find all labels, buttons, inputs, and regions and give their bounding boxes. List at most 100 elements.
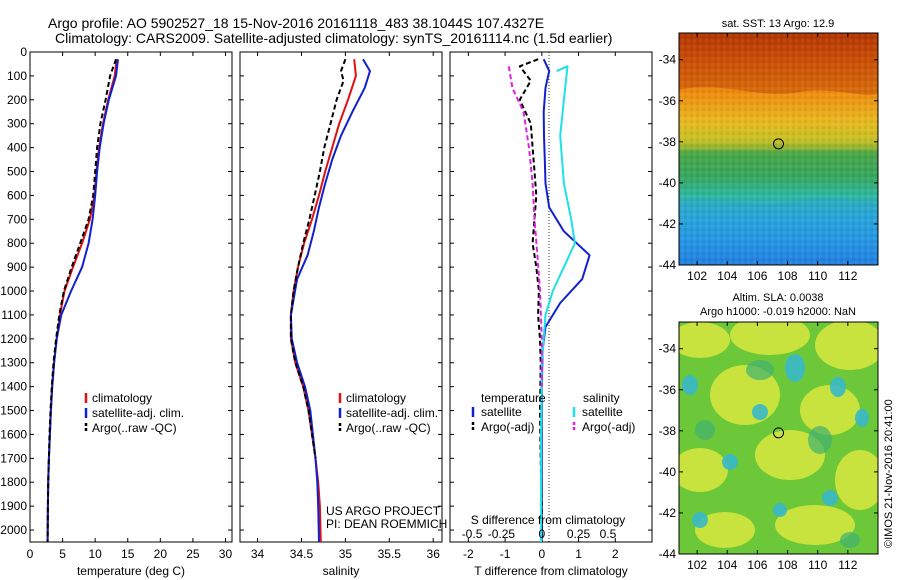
sla-anomaly-features [679, 322, 878, 548]
temperature-axes-box [29, 51, 233, 543]
figure-title-line1: Argo profile: AO 5902527_18 15-Nov-2016 … [48, 15, 544, 31]
depth-axis: 0 100 200 300 400 500 600 700 800 900 1000 1100 1200… [0, 45, 232, 537]
x-tick-label: 0 [538, 547, 545, 561]
depth-tick-label: 2000 [0, 523, 27, 537]
depth-tick-label: 200 [7, 93, 27, 107]
map-lat-label: -34 [659, 53, 677, 67]
map-lon-label: 106 [747, 558, 767, 572]
depth-tick-label: 1300 [0, 356, 27, 370]
map-lat-label: -40 [659, 465, 677, 479]
map-lon-label: 104 [717, 558, 737, 572]
map-lat-label: -44 [659, 258, 677, 272]
map-lat-label: -42 [659, 217, 677, 231]
depth-tick-label: 800 [7, 236, 27, 250]
difference-legend: temperature salinitysatelliteArgo(-adj)sa… [471, 391, 635, 434]
x-tick-label: 5 [59, 547, 66, 561]
legend-label: satellite-adj. clim. [346, 406, 438, 420]
legend-label: satellite [582, 405, 623, 419]
depth-tick-label: 1200 [0, 332, 27, 346]
sla-mid-anomaly [746, 360, 774, 380]
argo-location-marker-sla [773, 427, 784, 439]
x-tick-label: 36 [427, 547, 441, 561]
series-line-argo-adj [507, 66, 543, 387]
legend-label: Argo(..raw -QC) [92, 421, 177, 435]
salinity-difference-tick-label: 0.25 [567, 527, 591, 541]
depth-tick-label: 1600 [0, 427, 27, 441]
difference-axes-box [449, 51, 653, 543]
x-tick-label: 30 [219, 547, 233, 561]
sla-high-anomaly [835, 450, 878, 510]
sla-low-anomaly [722, 454, 738, 470]
credit-line1: US ARGO PROJECT [326, 504, 441, 518]
salinity-series [289, 58, 371, 542]
legend-label: satellite-adj. clim. [92, 406, 184, 420]
series-line-argo-raw-qc [289, 58, 347, 459]
difference-depth-ticks [450, 51, 652, 531]
sla-low-anomaly [752, 404, 768, 420]
salinity-axes-box [239, 51, 443, 543]
sla-low-anomaly [682, 375, 698, 395]
series-line-satellite-adj-clim [289, 58, 371, 542]
depth-tick-label: 100 [7, 69, 27, 83]
map-lon-label: 110 [808, 269, 827, 283]
sla-low-anomaly [822, 490, 838, 506]
difference-series [507, 58, 591, 542]
sla-low-anomaly [830, 377, 846, 397]
sla-low-anomaly [692, 512, 708, 528]
x-tick-label: 35.5 [378, 547, 402, 561]
depth-tick-label: 1800 [0, 475, 27, 489]
salinity-difference-tick-label: -0.25 [488, 527, 516, 541]
salinity-panel: 34 34.5 35 35.5 36 salinity climatologysatel… [239, 51, 447, 578]
map-lon-label: 112 [838, 558, 857, 572]
legend-label: satellite [481, 405, 522, 419]
sla-high-anomaly [775, 505, 855, 545]
x-tick-label: 34 [251, 547, 265, 561]
sla-low-anomaly [785, 354, 805, 382]
salinity-difference-ticks: -0.5 -0.25 0 0.25 0.5 [462, 527, 617, 541]
sla-mid-anomaly [808, 426, 832, 454]
map-lat-label: -38 [659, 135, 677, 149]
sla-high-anomaly [815, 322, 878, 370]
legend-label: Argo(-adj) [481, 420, 534, 434]
salinity-difference-tick-label: -0.5 [462, 527, 483, 541]
x-tick-label: 1 [575, 547, 582, 561]
salinity-depth-ticks [240, 51, 442, 531]
sla-high-anomaly [800, 385, 860, 435]
salinity-x-axis: 34 34.5 35 35.5 36 [251, 52, 440, 561]
map-lon-label: 110 [808, 558, 827, 572]
map-lon-label: 104 [717, 269, 737, 283]
x-tick-label: 25 [186, 547, 200, 561]
salinity-difference-tick-label: 0.5 [600, 527, 617, 541]
map-lat-label: -36 [659, 94, 677, 108]
sla-mid-anomaly [840, 532, 860, 548]
temperature-panel: 0100200300400500600700800900100011001200… [0, 45, 233, 578]
x-tick-label: 2 [612, 547, 619, 561]
map-lat-label: -40 [659, 176, 677, 190]
sst-map-ticks: 102 104 106 108 110 112 -34 -36 -38 -40 -42 -44 [659, 33, 878, 283]
sla-high-anomaly [730, 322, 810, 355]
sla-high-anomaly [679, 322, 730, 358]
argo-location-marker-sst [773, 138, 784, 150]
depth-tick-label: 600 [7, 188, 27, 202]
depth-tick-label: 400 [7, 141, 27, 155]
map-lat-label: -34 [659, 342, 677, 356]
x-tick-label: -1 [500, 547, 511, 561]
sla-low-anomaly [773, 503, 787, 517]
map-lat-label: -36 [659, 383, 677, 397]
credit-line2: PI: DEAN ROEMMICH [326, 517, 447, 531]
depth-tick-label: 1100 [1, 308, 27, 322]
legend-label: climatology [92, 391, 152, 405]
depth-tick-label: 1500 [0, 404, 27, 418]
sla-map-subtitle: Argo h1000: -0.019 h2000: NaN [700, 306, 856, 318]
sla-low-anomaly [855, 409, 869, 427]
temperature-x-axis: 0 5 10 15 20 25 30 [27, 52, 233, 561]
legend-label: Argo(-adj) [582, 420, 635, 434]
x-tick-label: 34.5 [290, 547, 314, 561]
legend-group-salinity: salinity [583, 391, 620, 405]
x-tick-label: 15 [121, 547, 135, 561]
map-lon-label: 108 [778, 269, 798, 283]
depth-tick-label: 1900 [0, 499, 27, 513]
sla-mid-anomaly [695, 420, 715, 440]
